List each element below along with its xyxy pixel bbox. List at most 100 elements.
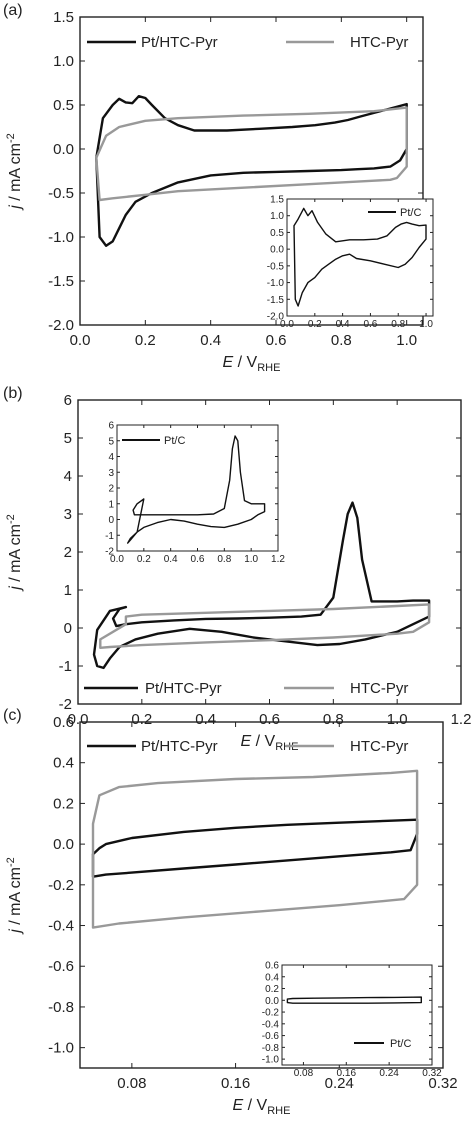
inset-y-tick-label: 1.0 — [270, 211, 284, 222]
y-tick-label: 2 — [64, 544, 72, 561]
inset-y-tick-label: 0 — [108, 515, 114, 526]
inset-y-tick-label: 0.2 — [265, 984, 279, 995]
y-tick-label: -1.0 — [48, 1040, 74, 1057]
x-tick-label: 0.2 — [131, 711, 152, 728]
y-tick-label: 0.0 — [53, 141, 74, 158]
y-tick-label: 5 — [64, 430, 72, 447]
y-axis-sep: / — [7, 916, 24, 929]
x-axis-sep: / — [243, 1097, 256, 1114]
y-axis-sep: / — [7, 573, 24, 586]
y-tick-label: 1 — [64, 582, 72, 599]
inset-x-tick-label: 0.6 — [363, 319, 377, 330]
y-tick-label: -0.4 — [48, 918, 74, 935]
x-axis-title: E / VRHE — [241, 733, 299, 753]
series-line-0 — [91, 818, 419, 878]
inset-x-tick-label: 0.4 — [336, 319, 350, 330]
inset-y-tick-label: 3 — [108, 468, 114, 479]
inset-series-line-0 — [286, 996, 422, 1004]
inset-y-tick-label: 0.5 — [270, 228, 284, 239]
y-tick-label: 0.4 — [53, 755, 74, 772]
inset-plot-frame — [116, 424, 279, 552]
y-tick-label: -1.0 — [48, 229, 74, 246]
inset-y-tick-label: -0.6 — [262, 1031, 280, 1042]
y-tick-label: -2.0 — [48, 317, 74, 334]
y-tick-label: 0.5 — [53, 97, 74, 114]
y-axis-symbol: j — [7, 586, 24, 592]
y-axis-unit: mA cm — [7, 143, 24, 192]
inset-y-tick-label: 0.0 — [270, 245, 284, 256]
inset-x-tick-label: 0.32 — [422, 1068, 442, 1079]
y-tick-label: 1.0 — [53, 53, 74, 70]
inset-y-tick-label: 1 — [108, 499, 114, 510]
inset: 0.0 0.2 0.4 0.6 0.8 1.0 1.2 -2 -1 0 1 2 3 4 5 6 Pt/C — [105, 421, 285, 566]
inset-x-tick-label: 0.8 — [391, 319, 405, 330]
inset-y-tick-label: 0.4 — [265, 972, 279, 983]
x-tick-label: 0.8 — [323, 711, 344, 728]
x-tick-label: 0.24 — [325, 1075, 354, 1092]
x-axis-symbol: E — [233, 1097, 244, 1114]
panel-2: 0.08 0.16 0.24 0.32-1.0-0.8-0.6-0.4-0.20.00… — [3, 707, 458, 1117]
panel-label: (a) — [3, 2, 23, 19]
x-tick-label: 0.08 — [117, 1075, 146, 1092]
series-line-1 — [91, 769, 419, 929]
x-axis-unit-sub: RHE — [257, 362, 280, 374]
series-line-1 — [99, 603, 431, 649]
inset-x-tick-label: 0.0 — [280, 319, 294, 330]
x-tick-label: 1.2 — [451, 711, 472, 728]
y-tick-label: 3 — [64, 506, 72, 523]
inset-x-tick-label: 0.8 — [217, 554, 231, 565]
y-axis-unit: mA cm — [7, 524, 24, 573]
inset: 0.0 0.2 0.4 0.6 0.8 1.0 -2.0 -1.5 -1.0 -0.5 0.0 0.5… — [267, 195, 434, 330]
inset-legend-label: Pt/C — [390, 1038, 411, 1050]
inset-x-tick-label: 0.0 — [110, 554, 124, 565]
plot-frame — [79, 16, 424, 326]
x-tick-label: 0.32 — [428, 1075, 457, 1092]
x-axis-title: E / VRHE — [223, 354, 281, 374]
x-axis-symbol: E — [241, 733, 252, 750]
inset-x-tick-label: 0.2 — [308, 319, 322, 330]
inset-x-tick-label: 0.24 — [379, 1068, 399, 1079]
y-tick-label: 4 — [64, 468, 72, 485]
y-tick-label: -0.8 — [48, 999, 74, 1016]
panel-1: 0.0 0.2 0.4 0.6 0.8 1.0 1.2 -2 -1 0 1 2 3 4 5 6 (b) Pt/HT… — [3, 385, 471, 753]
x-axis-sep: / — [233, 354, 246, 371]
x-tick-label: 0.0 — [70, 332, 91, 349]
x-tick-label: 0.0 — [68, 711, 89, 728]
inset-y-tick-label: -1.5 — [267, 295, 285, 306]
inset-x-tick-label: 0.08 — [294, 1068, 314, 1079]
inset-y-tick-label: 6 — [108, 421, 114, 432]
y-axis-unit-sup: -2 — [5, 857, 17, 867]
inset-y-tick-label: 2 — [108, 484, 114, 495]
inset-y-tick-label: 1.5 — [270, 195, 284, 206]
y-tick-label: -0.6 — [48, 958, 74, 975]
x-tick-label: 0.4 — [200, 332, 221, 349]
y-axis-unit-sup: -2 — [5, 133, 17, 143]
y-tick-label: 6 — [64, 392, 72, 409]
inset-y-tick-label: -0.8 — [262, 1043, 280, 1054]
inset-x-tick-label: 1.0 — [244, 554, 258, 565]
y-tick-label: 1.5 — [53, 9, 74, 26]
legend-label-0: Pt/HTC-Pyr — [145, 680, 222, 697]
x-tick-label: 0.6 — [259, 711, 280, 728]
y-tick-label: -0.5 — [48, 185, 74, 202]
inset-legend-label: Pt/C — [164, 435, 185, 447]
y-tick-label: -2 — [59, 696, 72, 713]
x-tick-label: 1.0 — [396, 332, 417, 349]
y-axis-unit-sup: -2 — [5, 514, 17, 524]
inset-x-tick-label: 0.16 — [337, 1068, 357, 1079]
inset-y-tick-label: -0.5 — [267, 261, 285, 272]
x-tick-label: 0.4 — [195, 711, 216, 728]
inset-y-tick-label: -2 — [105, 547, 114, 558]
legend-label-0: Pt/HTC-Pyr — [141, 738, 218, 755]
series-line-1 — [95, 106, 408, 202]
panel-label: (c) — [3, 707, 22, 724]
legend-label-1: HTC-Pyr — [350, 680, 408, 697]
inset-x-tick-label: 0.6 — [191, 554, 205, 565]
plot-frame — [79, 721, 444, 1069]
inset-y-tick-label: -0.4 — [262, 1019, 280, 1030]
y-tick-label: -1.5 — [48, 273, 74, 290]
y-axis-title: j / mA cm-2 — [5, 514, 24, 592]
y-axis-symbol: j — [7, 205, 24, 211]
inset-x-tick-label: 0.4 — [164, 554, 178, 565]
legend-label-1: HTC-Pyr — [350, 34, 408, 51]
